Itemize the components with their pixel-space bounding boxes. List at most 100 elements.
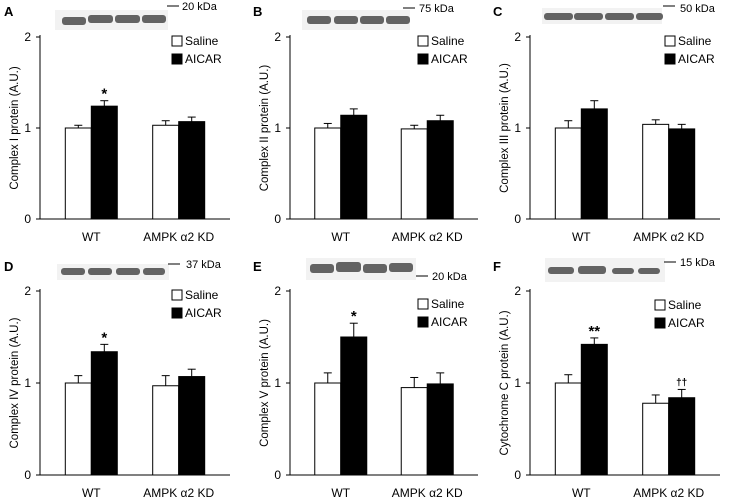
panel-letter: B (253, 4, 262, 19)
blot-band (116, 268, 140, 275)
y-axis-label: Complex IV protein (A.U.) (9, 317, 21, 448)
bar-saline (554, 127, 582, 220)
significance-marker: †† (676, 377, 687, 388)
legend-swatch-aicar (654, 317, 666, 329)
legend: Saline AICAR (654, 298, 705, 330)
bar-saline (152, 385, 180, 476)
blot-band (310, 264, 334, 273)
legend-label-aicar: AICAR (431, 52, 468, 66)
legend: Saline AICAR (664, 34, 715, 66)
blot-band (389, 263, 413, 272)
legend-label-saline: Saline (668, 298, 702, 312)
x-tick-label: AMPK α2 KD (633, 486, 704, 500)
blot-kda-label: 50 kDa (680, 3, 716, 15)
bar-aicar (580, 343, 608, 476)
bar-saline (400, 128, 428, 220)
panel-letter: E (253, 259, 262, 274)
y-axis-label: Complex V protein (A.U.) (259, 319, 271, 447)
blot-band (61, 268, 85, 275)
legend-swatch-saline (171, 35, 183, 47)
significance-marker: * (101, 86, 107, 103)
legend-swatch-aicar (664, 53, 676, 65)
panel-d: D 37 kDa Complex IV protein (A.U.) 0 1 2 WT AMP… (4, 259, 230, 500)
legend-swatch-saline (417, 298, 429, 310)
legend-label-aicar: AICAR (185, 306, 222, 320)
legend-label-aicar: AICAR (431, 315, 468, 329)
y-axis-label: Complex I protein (A.U.) (9, 66, 21, 190)
bar-saline (314, 127, 342, 220)
blot-strip (57, 264, 169, 280)
panel-f: F 15 kDa Cytochrome C protein (A.U.) 0 1 2 WT A… (493, 257, 720, 500)
y-tick-label: 1 (514, 376, 521, 390)
blot-band (574, 13, 603, 20)
x-tick-label: AMPK α2 KD (392, 230, 463, 244)
legend-swatch-aicar (417, 53, 429, 65)
legend-label-saline: Saline (431, 34, 465, 48)
panel-letter: F (493, 259, 501, 274)
blot-band (88, 268, 112, 275)
y-axis-label: Cytochrome C protein (A.U.) (499, 310, 511, 455)
blot-kda-label: 20 kDa (432, 271, 468, 283)
blot-band (115, 15, 140, 23)
x-tick-label: WT (572, 486, 591, 500)
y-tick-label: 2 (274, 30, 281, 44)
bar-saline (400, 387, 428, 476)
legend: Saline AICAR (171, 288, 222, 320)
y-tick-label: 0 (24, 468, 31, 482)
bar-aicar (178, 121, 206, 220)
x-tick-label: WT (331, 486, 350, 500)
panel-a: A 20 kDa Complex I protein (A.U.) 0 1 2 WT AMPK… (4, 1, 230, 244)
legend: Saline AICAR (417, 297, 468, 329)
significance-marker: * (351, 308, 357, 325)
y-tick-label: 0 (514, 468, 521, 482)
y-axis-label: Complex III protein (A.U.) (499, 63, 511, 193)
blot-band (578, 266, 606, 274)
legend-swatch-saline (171, 289, 183, 301)
blot-band (88, 15, 113, 23)
blot-band (142, 15, 166, 23)
bar-saline (64, 127, 92, 220)
y-axis-label: Complex II protein (A.U.) (259, 65, 271, 192)
blot-kda-label: 75 kDa (419, 3, 455, 15)
blot-band (386, 16, 410, 24)
bar-aicar (340, 114, 368, 220)
bar-saline (642, 402, 670, 476)
blot-band (143, 268, 165, 275)
legend: Saline AICAR (171, 34, 222, 66)
y-tick-label: 1 (24, 376, 31, 390)
bar-saline (554, 382, 582, 476)
blot-kda-label: 15 kDa (680, 257, 716, 269)
y-tick-label: 0 (274, 212, 281, 226)
y-tick-label: 1 (274, 376, 281, 390)
blot-band (548, 267, 574, 274)
y-tick-label: 2 (274, 284, 281, 298)
legend-swatch-aicar (417, 316, 429, 328)
legend: Saline AICAR (417, 34, 468, 66)
bar-aicar (90, 105, 118, 220)
y-tick-label: 0 (24, 212, 31, 226)
y-tick-label: 2 (24, 30, 31, 44)
panel-b: B 75 kDa Complex II protein (A.U.) 0 1 2 WT AMP… (253, 3, 478, 244)
blot-band (307, 16, 331, 24)
legend-swatch-saline (417, 35, 429, 47)
blot-band (636, 13, 663, 20)
bar-saline (314, 382, 342, 476)
bar-saline (64, 382, 92, 476)
x-tick-label: AMPK α2 KD (392, 486, 463, 500)
x-tick-label: WT (331, 230, 350, 244)
blot-band (544, 13, 573, 20)
x-tick-label: WT (82, 486, 101, 500)
bar-saline (152, 124, 180, 220)
legend-swatch-aicar (171, 53, 183, 65)
blot-band (612, 268, 634, 274)
blot-kda-label: 20 kDa (182, 1, 218, 13)
legend-swatch-saline (664, 35, 676, 47)
legend-swatch-saline (654, 299, 666, 311)
y-tick-label: 2 (514, 284, 521, 298)
blot-band (360, 16, 384, 24)
bar-aicar (90, 351, 118, 476)
x-tick-label: AMPK α2 KD (143, 230, 214, 244)
blot-band (62, 17, 86, 25)
x-tick-label: WT (82, 230, 101, 244)
